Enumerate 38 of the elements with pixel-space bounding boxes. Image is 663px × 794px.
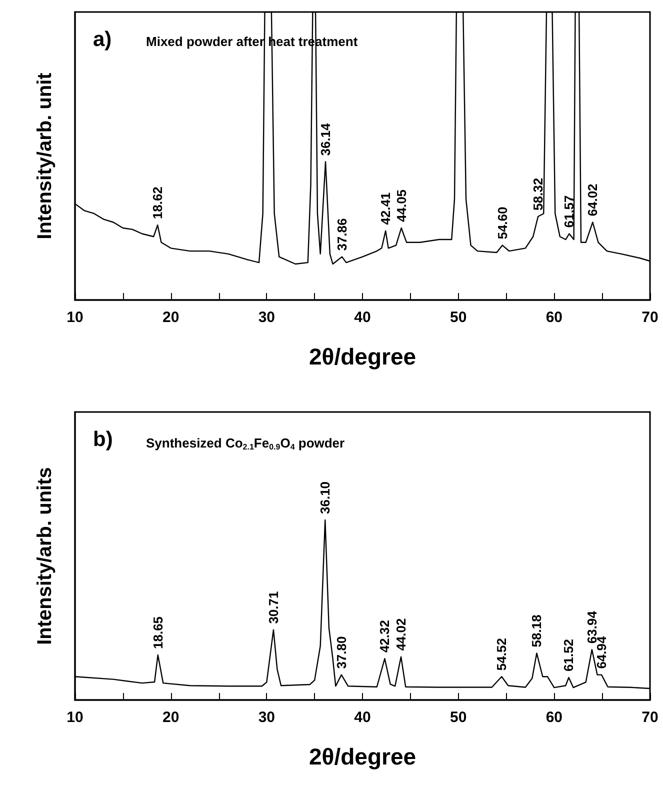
annotation: 58.32: [530, 178, 546, 210]
x-tick-label: 20: [162, 709, 180, 726]
annotation: 61.52: [561, 638, 576, 672]
annotation: 42.32: [377, 620, 392, 653]
x-tick-label: 50: [450, 709, 467, 726]
annotation: 58.18: [529, 614, 544, 648]
x-tick-label: 70: [642, 709, 658, 726]
annotation: 44.02: [394, 618, 409, 651]
x-tick-label: 30: [258, 709, 276, 726]
annotation: 36.10: [318, 481, 333, 514]
x-tick-label: 60: [546, 709, 563, 726]
annotation: 37.86: [334, 218, 350, 251]
x-tick-label: 10: [66, 709, 84, 726]
annotation: 18.62: [150, 186, 166, 220]
y-axis-title: Intensity/arb. units: [34, 467, 56, 645]
x-tick-label: 60: [546, 309, 563, 326]
text: a): [93, 28, 112, 51]
x-tick-label: 10: [66, 309, 84, 326]
annotation: 54.60: [494, 206, 510, 240]
x-tick-label: 70: [642, 309, 658, 326]
x-tick-label: 40: [354, 309, 371, 326]
chart-title: b): [93, 428, 113, 451]
x-tick-label: 30: [258, 309, 276, 326]
annotation: 30.71: [266, 591, 281, 624]
annotation: 54.52: [494, 638, 510, 671]
annotation: 64.02: [585, 184, 600, 216]
y-axis-title: Intensity/arb. unit: [34, 72, 56, 240]
annotation: 42.41: [378, 192, 394, 225]
annotation: 44.05: [394, 189, 409, 222]
x-tick-label: 50: [450, 309, 467, 326]
annotation: 37.80: [334, 636, 349, 669]
x-axis-title: 2θ/degree: [308, 344, 416, 370]
x-axis-title: 2θ/degree: [308, 744, 416, 770]
annotation: 18.65: [150, 616, 166, 649]
x-tick-label: 40: [354, 709, 371, 726]
annotation: 36.14: [318, 122, 334, 156]
x-tick-label: 20: [162, 309, 180, 326]
annotation: 61.57: [562, 195, 577, 228]
